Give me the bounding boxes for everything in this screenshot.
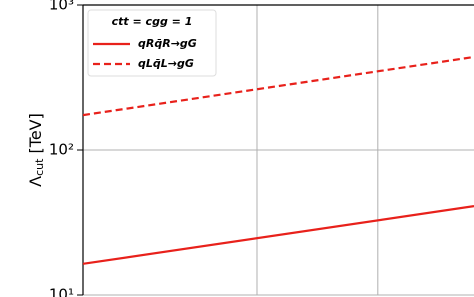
y-label-main: Λ bbox=[26, 176, 45, 187]
y-tick-label: 10³ bbox=[49, 0, 74, 14]
y-label-unit: [TeV] bbox=[26, 113, 45, 153]
y-tick-label: 10² bbox=[49, 141, 74, 159]
legend-title: ctt = cgg = 1 bbox=[112, 15, 193, 28]
legend-box bbox=[87, 9, 217, 77]
y-tick-label: 10¹ bbox=[49, 286, 74, 297]
data-line bbox=[82, 205, 474, 265]
legend-label: qRq̄R→gG bbox=[138, 37, 197, 50]
legend-label: qLq̄L→gG bbox=[138, 57, 194, 70]
y-axis-label: Λcut [TeV] bbox=[26, 113, 47, 187]
legend: ctt = cgg = 1 qRq̄R→gG qLq̄L→gG bbox=[87, 9, 217, 77]
y-label-sub: cut bbox=[33, 158, 46, 176]
